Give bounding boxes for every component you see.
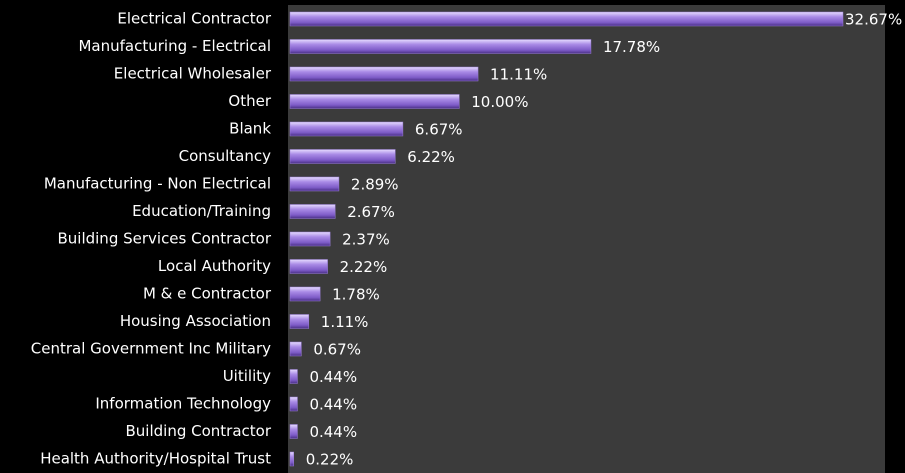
category-label: Manufacturing - Non Electrical: [44, 175, 271, 193]
category-label: Building Contractor: [126, 422, 272, 440]
bar: [289, 176, 340, 192]
bar: [289, 204, 336, 219]
category-label: Health Authority/Hospital Trust: [40, 450, 271, 468]
value-label: 17.78%: [603, 38, 660, 56]
category-label: Information Technology: [95, 395, 271, 413]
value-label: 10.00%: [471, 93, 528, 111]
category-label: Blank: [229, 120, 271, 138]
category-label: Electrical Contractor: [117, 10, 271, 28]
bar: [289, 314, 310, 329]
bar: [289, 39, 592, 54]
value-label: 1.78%: [332, 286, 380, 304]
value-label: 11.11%: [490, 66, 547, 84]
value-label: 6.67%: [415, 121, 463, 139]
value-label: 2.37%: [342, 231, 390, 249]
value-label: 0.67%: [313, 341, 361, 359]
value-label: 2.67%: [347, 203, 395, 221]
bar: [289, 11, 844, 27]
value-label: 2.89%: [351, 176, 399, 194]
value-label: 6.22%: [407, 148, 455, 166]
category-label: Building Services Contractor: [57, 230, 271, 248]
bar: [289, 451, 294, 467]
category-label: Other: [228, 92, 271, 110]
category-label: M & e Contractor: [143, 285, 272, 303]
value-label: 32.67%: [845, 11, 902, 29]
bar: [289, 94, 460, 109]
value-label: 2.22%: [340, 258, 388, 276]
plot-area: [288, 5, 885, 473]
bar: [289, 424, 298, 439]
bar: [289, 231, 331, 247]
category-label: Uitility: [223, 367, 271, 385]
bar: [289, 121, 404, 137]
bar: [289, 259, 328, 274]
category-label: Housing Association: [120, 312, 271, 330]
category-label: Electrical Wholesaler: [114, 65, 272, 83]
bar: [289, 369, 298, 384]
bar: [289, 66, 479, 82]
category-label: Manufacturing - Electrical: [78, 37, 271, 55]
value-label: 0.44%: [309, 368, 357, 386]
value-label: 0.44%: [309, 396, 357, 414]
value-label: 1.11%: [321, 313, 369, 331]
bar: [289, 149, 396, 164]
category-label: Consultancy: [179, 147, 271, 165]
bar: [289, 396, 298, 412]
value-label: 0.22%: [306, 451, 354, 469]
category-label: Education/Training: [132, 202, 271, 220]
bar: [289, 341, 302, 357]
value-label: 0.44%: [309, 423, 357, 441]
category-label: Local Authority: [158, 257, 271, 275]
category-label: Central Government Inc Military: [31, 340, 271, 358]
bar: [289, 286, 321, 302]
